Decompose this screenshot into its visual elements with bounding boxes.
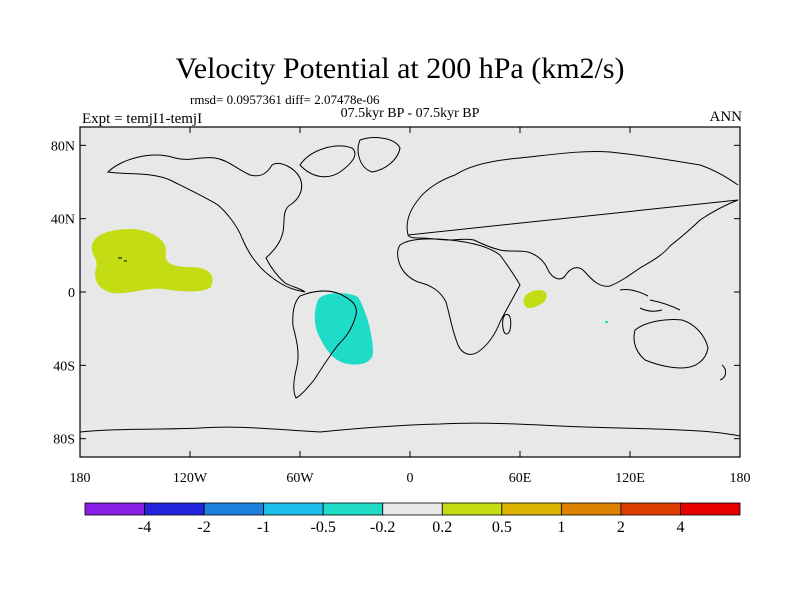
small-negative-dot [605,321,608,323]
lon-label-5: 120E [615,471,645,486]
lon-label-0: 180 [70,471,91,486]
colorbar-label-5: 0.2 [432,519,453,536]
lat-label-0: 80N [51,139,75,154]
colorbar-label-6: 0.5 [491,519,512,536]
south-america-negative-region [314,293,373,365]
colorbar [84,502,741,516]
lat-label-2: 0 [68,286,75,301]
lat-label-4: 80S [53,433,75,448]
lon-label-6: 180 [730,471,751,486]
lon-label-4: 60E [509,471,532,486]
coastlines [80,137,740,437]
lon-label-3: 0 [407,471,414,486]
map-background [80,127,740,457]
indian-ocean-positive-region [523,290,547,309]
latitude-labels: 80N 40N 0 40S 80S [51,139,75,447]
colorbar-box-10 [680,502,741,516]
pacific-positive-region [91,229,213,294]
colorbar-label-4: -0.2 [370,519,396,536]
colorbar-label-0: -4 [137,519,152,536]
map-title: Velocity Potential at 200 hPa (km2/s) [175,52,625,85]
colorbar-label-1: -2 [197,519,211,536]
lon-label-2: 60W [286,471,314,486]
lat-label-1: 40N [51,213,75,228]
colorbar-box-8 [560,502,622,516]
experiment-label: Expt = temjI1-temjI [82,111,203,127]
period-subtitle: 07.5kyr BP - 07.5kyr BP [340,106,480,121]
colorbar-label-9: 4 [676,519,685,536]
colorbar-label-3: -0.5 [310,519,336,536]
colorbar-box-1 [144,502,205,516]
colorbar-box-4 [322,502,384,516]
rmsd-stats: rmsd= 0.0957361 diff= 2.07478e-06 [190,92,380,107]
colorbar-label-2: -1 [256,519,271,536]
colorbar-box-2 [203,502,265,516]
lon-label-1: 120W [173,471,208,486]
colorbar-box-9 [620,502,681,516]
colorbar-box-7 [501,502,562,516]
colorbar-box-5 [382,502,443,516]
colorbar-label-7: 1 [557,519,566,536]
longitude-labels: 180 120W 60W 0 60E 120E 180 [70,471,751,486]
axis-ticks [79,127,741,457]
lat-label-3: 40S [53,359,75,374]
colorbar-label-8: 2 [616,519,625,536]
season-label: ANN [709,109,743,125]
colorbar-box-6 [441,502,503,516]
colorbar-box-3 [263,502,324,516]
colorbar-box-0 [84,502,145,516]
